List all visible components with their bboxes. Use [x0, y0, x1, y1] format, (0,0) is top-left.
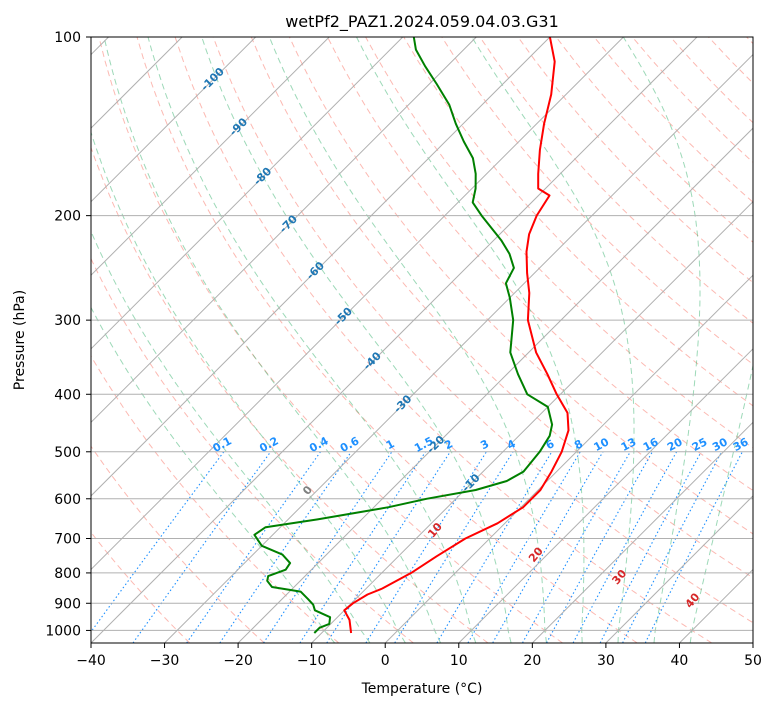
y-tick-label: 300: [54, 313, 81, 329]
x-tick-label: −20: [223, 653, 253, 669]
isotherm-line: [384, 274, 753, 643]
dry-adiabat: [91, 257, 414, 643]
y-tick-label: 100: [54, 30, 81, 46]
x-axis-ticks: −40 −30 −20 −10 0 10 20 30 40 50: [76, 643, 762, 669]
y-tick-label: 1000: [45, 623, 81, 639]
profile-series: [253, 37, 570, 634]
dry-adiabat: [288, 37, 753, 535]
x-tick-label: 20: [523, 653, 541, 669]
x-tick-label: 30: [597, 653, 615, 669]
mixing-ratio-line: [365, 451, 487, 643]
y-axis-label: Pressure (hPa): [12, 290, 28, 390]
moist-adiabat: [147, 37, 477, 643]
mixing-ratio-line: [263, 451, 393, 643]
dry-adiabat: [212, 37, 753, 624]
moist-adiabat: [622, 37, 701, 643]
mixing-ratio-line: [546, 451, 653, 643]
x-tick-label: 10: [450, 653, 468, 669]
mixing-ratio-lines: [91, 451, 743, 643]
isotherm-line: [531, 421, 753, 643]
mixing-ratio-line: [436, 451, 553, 643]
x-tick-label: −10: [297, 653, 327, 669]
mixing-ratio-line: [572, 451, 678, 643]
isotherm-line: [91, 37, 624, 571]
isotherm-line: [91, 37, 477, 424]
mixing-ratio-label: 20: [665, 435, 685, 454]
dry-adiabat: [98, 37, 563, 643]
mixing-ratio-line: [219, 451, 352, 643]
mixing-ratio-label: 25: [690, 435, 710, 454]
moist-adiabat: [356, 37, 585, 643]
isotherm-line: [311, 200, 753, 643]
mixing-ratio-line: [132, 451, 272, 643]
isotherm-line: [605, 495, 753, 643]
grid-lines: [91, 37, 753, 643]
isotherm-line: [237, 127, 753, 643]
mixing-ratio-label: 36: [731, 435, 751, 454]
moist-adiabat: [689, 363, 753, 643]
dry-adiabat: [136, 37, 638, 643]
y-tick-label: 800: [54, 566, 81, 582]
mixing-ratio-label: 10: [592, 435, 612, 454]
dewpoint-line: [253, 37, 554, 634]
isotherm-line: [91, 37, 404, 350]
isotherm-line: [91, 37, 698, 643]
mixing-ratio-label: 30: [710, 435, 730, 454]
x-tick-label: 50: [744, 653, 762, 669]
mixing-ratio-label: 13: [619, 435, 639, 454]
plot-frame: [90, 36, 754, 644]
moist-adiabat: [91, 230, 371, 643]
mixing-ratio-line: [186, 451, 321, 643]
x-tick-label: −40: [76, 653, 106, 669]
moist-adiabat: [471, 37, 635, 643]
dry-adiabat: [327, 37, 753, 492]
mixing-ratio-line: [522, 451, 631, 643]
mixing-ratio-line: [91, 451, 225, 633]
dry-adiabat: [174, 37, 713, 643]
chart-title: wetPf2_PAZ1.2024.059.04.03.G31: [285, 12, 559, 32]
y-tick-label: 400: [54, 387, 81, 403]
y-tick-label: 600: [54, 492, 81, 508]
x-axis-label: Temperature (°C): [361, 681, 483, 697]
moist-adiabat: [91, 130, 406, 643]
isotherm-line: [91, 37, 257, 203]
moist-adiabat: [201, 37, 512, 643]
isotherm-line: [458, 348, 753, 643]
mixing-ratio-line: [599, 451, 702, 643]
mixing-ratio-line: [299, 451, 426, 643]
y-axis-ticks: 100 200 300 400 500 600 700 800 900 1000: [45, 30, 91, 639]
isotherm-line: [164, 53, 753, 643]
isotherm-line: [91, 37, 551, 497]
x-tick-label: 40: [671, 653, 689, 669]
moist-adiabat: [91, 306, 336, 643]
mixing-ratio-line: [326, 451, 451, 643]
x-tick-label: −30: [150, 653, 180, 669]
y-tick-label: 200: [54, 209, 81, 225]
moist-adiabat: [268, 37, 547, 643]
dry-adiabat: [91, 445, 265, 643]
dry-adiabat: [250, 37, 753, 579]
moist-adiabat: [103, 37, 442, 643]
y-tick-label: 700: [54, 532, 81, 548]
isotherm-line: [91, 37, 330, 276]
x-tick-label: 0: [381, 653, 390, 669]
y-tick-label: 900: [54, 596, 81, 612]
dry-adiabat: [91, 355, 340, 643]
mixing-ratio-label: 16: [641, 435, 661, 454]
plot-area: 0.1 0.2 0.4 0.6 1 1.5 2 3 4 6 8 10 13 16 20 25 30 36-100-…: [91, 37, 753, 643]
dry-adiabats: [91, 37, 753, 643]
temperature-line: [343, 37, 570, 634]
y-tick-label: 500: [54, 445, 81, 461]
moist-adiabats: [91, 37, 753, 643]
